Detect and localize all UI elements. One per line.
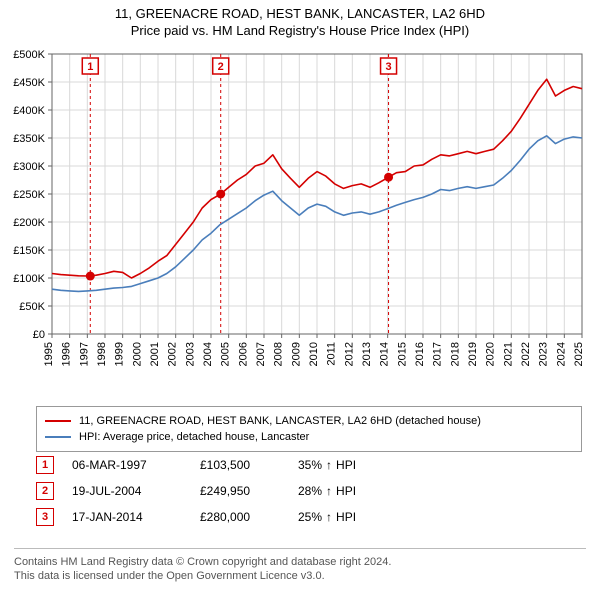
line-chart-svg: £0 £50K £100K £150K £200K £250K £300K £350K £400…: [0, 44, 600, 400]
event-pct: 28% ↑ HPI: [298, 484, 356, 498]
title-line1: 11, GREENACRE ROAD, HEST BANK, LANCASTER…: [10, 6, 590, 21]
attribution-footer: Contains HM Land Registry data © Crown c…: [14, 548, 586, 583]
svg-text:£450K: £450K: [13, 77, 45, 89]
event-badge-icon: 1: [36, 456, 54, 474]
title-line2: Price paid vs. HM Land Registry's House …: [10, 23, 590, 38]
svg-text:2020: 2020: [485, 342, 497, 366]
svg-text:2018: 2018: [449, 342, 461, 366]
svg-text:2019: 2019: [467, 342, 479, 366]
svg-text:2006: 2006: [237, 342, 249, 366]
svg-text:1: 1: [87, 61, 93, 73]
svg-text:2010: 2010: [308, 342, 320, 366]
legend-item: HPI: Average price, detached house, Lanc…: [45, 429, 573, 445]
svg-text:£400K: £400K: [13, 105, 45, 117]
svg-text:2013: 2013: [361, 342, 373, 366]
legend-swatch: [45, 436, 71, 438]
svg-text:£50K: £50K: [19, 301, 45, 313]
svg-text:£0: £0: [33, 329, 45, 341]
svg-text:£150K: £150K: [13, 245, 45, 257]
svg-text:£200K: £200K: [13, 217, 45, 229]
arrow-up-icon: ↑: [326, 458, 332, 472]
event-date: 17-JAN-2014: [72, 510, 182, 524]
svg-text:£300K: £300K: [13, 161, 45, 173]
event-price: £280,000: [200, 510, 280, 524]
svg-text:£250K: £250K: [13, 189, 45, 201]
svg-text:£100K: £100K: [13, 273, 45, 285]
svg-text:2008: 2008: [273, 342, 285, 366]
svg-text:1997: 1997: [78, 342, 90, 366]
footer-line: Contains HM Land Registry data © Crown c…: [14, 555, 586, 569]
legend-swatch: [45, 420, 71, 422]
svg-text:2012: 2012: [343, 342, 355, 366]
events-table: 1 06-MAR-1997 £103,500 35% ↑ HPI 2 19-JU…: [36, 452, 564, 530]
arrow-up-icon: ↑: [326, 510, 332, 524]
svg-text:2011: 2011: [326, 342, 338, 366]
event-row: 3 17-JAN-2014 £280,000 25% ↑ HPI: [36, 504, 564, 530]
svg-text:2004: 2004: [202, 342, 214, 366]
svg-text:2016: 2016: [414, 342, 426, 366]
legend: 11, GREENACRE ROAD, HEST BANK, LANCASTER…: [36, 406, 582, 452]
event-date: 06-MAR-1997: [72, 458, 182, 472]
svg-text:2017: 2017: [432, 342, 444, 366]
chart-area: £0 £50K £100K £150K £200K £250K £300K £350K £400…: [0, 44, 600, 400]
event-price: £249,950: [200, 484, 280, 498]
svg-text:1995: 1995: [43, 342, 55, 366]
event-date: 19-JUL-2004: [72, 484, 182, 498]
svg-text:£350K: £350K: [13, 133, 45, 145]
chart-titles: 11, GREENACRE ROAD, HEST BANK, LANCASTER…: [0, 0, 600, 40]
footer-line: This data is licensed under the Open Gov…: [14, 569, 586, 583]
svg-text:2021: 2021: [502, 342, 514, 366]
svg-text:£500K: £500K: [13, 49, 45, 61]
svg-text:2014: 2014: [379, 342, 391, 366]
legend-label: HPI: Average price, detached house, Lanc…: [79, 429, 309, 445]
event-price: £103,500: [200, 458, 280, 472]
svg-text:2000: 2000: [131, 342, 143, 366]
event-row: 2 19-JUL-2004 £249,950 28% ↑ HPI: [36, 478, 564, 504]
svg-text:1999: 1999: [114, 342, 126, 366]
legend-item: 11, GREENACRE ROAD, HEST BANK, LANCASTER…: [45, 413, 573, 429]
svg-text:2005: 2005: [220, 342, 232, 366]
svg-text:2022: 2022: [520, 342, 532, 366]
svg-text:1998: 1998: [96, 342, 108, 366]
svg-text:2015: 2015: [396, 342, 408, 366]
svg-text:2023: 2023: [538, 342, 550, 366]
event-badge-icon: 3: [36, 508, 54, 526]
svg-text:1996: 1996: [61, 342, 73, 366]
legend-label: 11, GREENACRE ROAD, HEST BANK, LANCASTER…: [79, 413, 481, 429]
svg-text:2025: 2025: [573, 342, 585, 366]
svg-text:3: 3: [385, 61, 391, 73]
event-pct: 25% ↑ HPI: [298, 510, 356, 524]
event-pct: 35% ↑ HPI: [298, 458, 356, 472]
svg-text:2024: 2024: [555, 342, 567, 366]
svg-text:2007: 2007: [255, 342, 267, 366]
event-row: 1 06-MAR-1997 £103,500 35% ↑ HPI: [36, 452, 564, 478]
svg-text:2003: 2003: [184, 342, 196, 366]
svg-text:2: 2: [218, 61, 224, 73]
arrow-up-icon: ↑: [326, 484, 332, 498]
svg-text:2001: 2001: [149, 342, 161, 366]
svg-text:2009: 2009: [290, 342, 302, 366]
event-badge-icon: 2: [36, 482, 54, 500]
svg-text:2002: 2002: [167, 342, 179, 366]
